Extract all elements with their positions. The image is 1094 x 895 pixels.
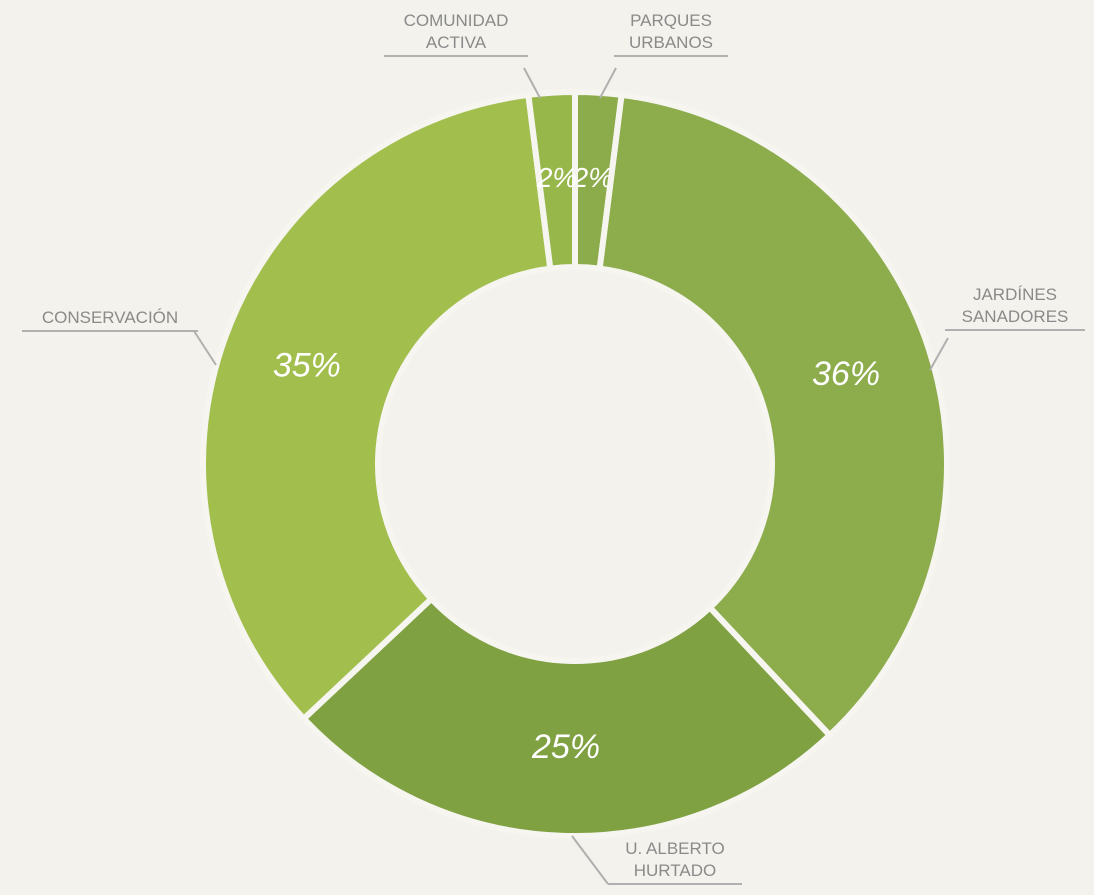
category-label: COMUNIDAD ACTIVA <box>384 10 528 57</box>
category-label: PARQUES URBANOS <box>614 10 728 57</box>
value-label: 25% <box>531 728 600 766</box>
leader-line <box>193 330 217 366</box>
donut-slice <box>596 91 950 740</box>
category-label: U. ALBERTO HURTADO <box>608 838 742 885</box>
category-label: CONSERVACIÓN <box>22 307 198 332</box>
leader-line <box>523 67 541 99</box>
category-label: JARDÍNES SANADORES <box>945 284 1085 331</box>
donut-slice <box>200 91 554 723</box>
donut-slice <box>299 594 834 839</box>
donut-slice <box>525 88 578 272</box>
value-label: 2% <box>572 162 613 193</box>
value-label: 2% <box>536 162 577 193</box>
leader-line <box>599 67 617 99</box>
value-label: 36% <box>812 355 880 393</box>
leader-line <box>929 337 949 371</box>
leader-line <box>571 835 609 885</box>
value-label: 35% <box>273 346 341 384</box>
